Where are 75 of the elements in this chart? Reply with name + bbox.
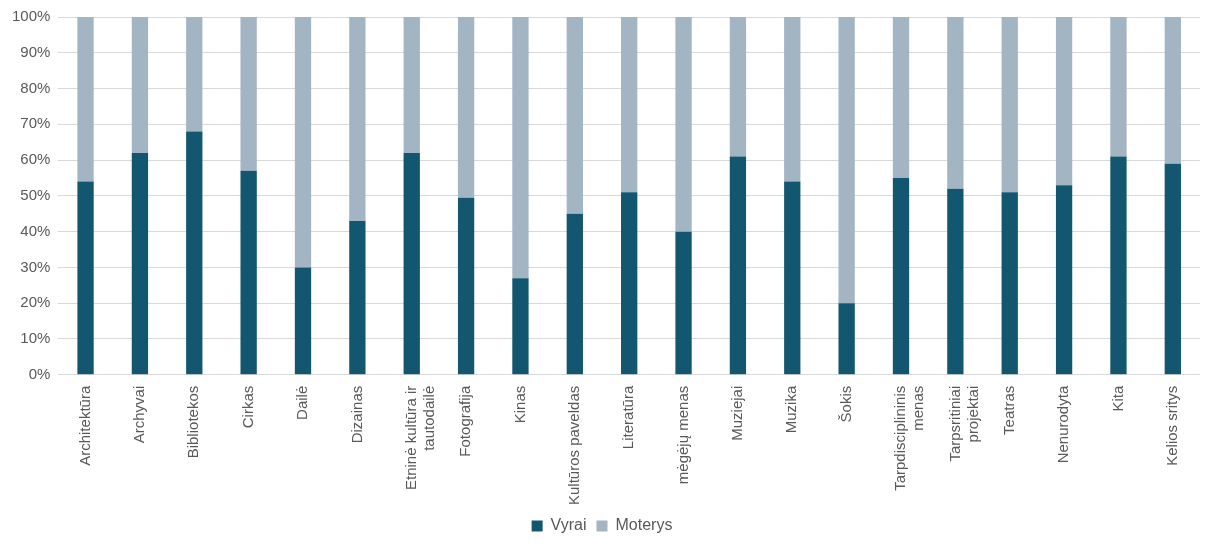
y-tick-label: 10% bbox=[20, 329, 51, 347]
legend-label: Moterys bbox=[615, 516, 673, 534]
bar bbox=[512, 17, 529, 279]
bar bbox=[838, 303, 855, 375]
y-tick-label: 0% bbox=[28, 364, 51, 382]
bar bbox=[1001, 17, 1018, 193]
bar bbox=[294, 267, 312, 375]
y-tick-label: 60% bbox=[20, 150, 51, 168]
x-tick-label: Dailė bbox=[293, 385, 311, 420]
y-tick-label: 20% bbox=[20, 293, 51, 311]
bar bbox=[784, 181, 801, 375]
bar bbox=[131, 152, 149, 375]
bar bbox=[1055, 17, 1073, 186]
x-tick-label: Nenurodyta bbox=[1054, 385, 1072, 464]
bar bbox=[349, 17, 366, 221]
bar bbox=[457, 197, 475, 375]
x-tick-label: Etninė kultūra ir tautodailė bbox=[401, 385, 437, 490]
bar bbox=[77, 181, 94, 375]
x-tick-label: Teatras bbox=[999, 385, 1017, 435]
x-tick-label: Kita bbox=[1108, 385, 1126, 412]
y-tick-label: 30% bbox=[20, 257, 51, 275]
x-tick-label: Muziejai bbox=[728, 385, 746, 441]
bar bbox=[1110, 156, 1127, 375]
x-tick-label: Cirkas bbox=[238, 385, 256, 429]
bar bbox=[621, 17, 638, 193]
y-tick-label: 80% bbox=[20, 78, 51, 96]
bar bbox=[403, 152, 420, 375]
bar bbox=[621, 192, 638, 375]
x-tick-label: Kelios sritys bbox=[1162, 385, 1180, 466]
bar bbox=[1164, 17, 1181, 164]
bar bbox=[77, 17, 94, 182]
bar bbox=[1001, 192, 1018, 375]
bar bbox=[131, 17, 149, 153]
y-tick-label: 40% bbox=[20, 221, 51, 239]
bar bbox=[349, 220, 366, 375]
x-tick-label: Fotografija bbox=[456, 385, 474, 457]
x-tick-label: Kultūros paveldas bbox=[564, 385, 582, 506]
bar bbox=[892, 17, 910, 178]
bar bbox=[294, 17, 312, 268]
bar bbox=[784, 17, 801, 182]
x-tick-label: Muzika bbox=[782, 385, 800, 434]
x-tick-label: Šokis bbox=[836, 385, 854, 423]
y-tick-label: 100% bbox=[11, 7, 51, 25]
bar bbox=[186, 131, 203, 375]
bar bbox=[729, 156, 747, 375]
bar bbox=[186, 17, 203, 132]
x-tick-label: Bibliotekos bbox=[184, 385, 202, 459]
bar bbox=[457, 17, 475, 198]
bar bbox=[566, 17, 583, 214]
x-tick-label: Archyvai bbox=[130, 385, 148, 444]
y-tick-label: 50% bbox=[20, 186, 51, 204]
y-tick-label: 70% bbox=[20, 114, 51, 132]
bar bbox=[947, 17, 964, 189]
bar bbox=[1055, 185, 1073, 375]
bar bbox=[512, 278, 529, 375]
x-tick-label: mėgėjų menas bbox=[673, 385, 691, 485]
y-tick-label: 90% bbox=[20, 42, 51, 60]
bar bbox=[240, 170, 257, 375]
x-tick-label: Architektūra bbox=[75, 385, 93, 466]
bar bbox=[566, 213, 583, 375]
x-tick-label: Kinas bbox=[510, 385, 528, 424]
bar bbox=[1164, 163, 1181, 375]
bar bbox=[947, 188, 964, 375]
x-tick-label: Tarpdisciplininis menas bbox=[891, 385, 927, 491]
x-tick-label: Literatūra bbox=[619, 385, 637, 450]
bar bbox=[403, 17, 420, 153]
bar bbox=[838, 17, 855, 304]
bar bbox=[240, 17, 257, 171]
bar bbox=[1110, 17, 1127, 157]
bar bbox=[675, 231, 692, 375]
legend-label: Vyrai bbox=[550, 516, 587, 534]
bar bbox=[675, 17, 692, 232]
x-tick-label: Dizainas bbox=[347, 385, 365, 444]
bar bbox=[729, 17, 747, 157]
bar bbox=[892, 177, 910, 375]
